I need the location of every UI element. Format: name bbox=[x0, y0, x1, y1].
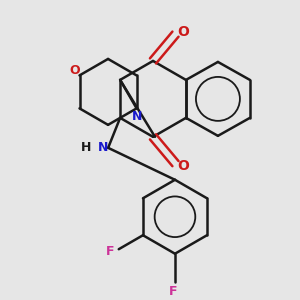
Text: N: N bbox=[98, 141, 108, 154]
Text: F: F bbox=[169, 285, 177, 298]
Text: O: O bbox=[69, 64, 80, 77]
Text: O: O bbox=[178, 159, 189, 172]
Text: F: F bbox=[106, 245, 114, 258]
Text: N: N bbox=[131, 110, 142, 123]
Text: O: O bbox=[178, 25, 189, 39]
Text: H: H bbox=[81, 141, 92, 154]
